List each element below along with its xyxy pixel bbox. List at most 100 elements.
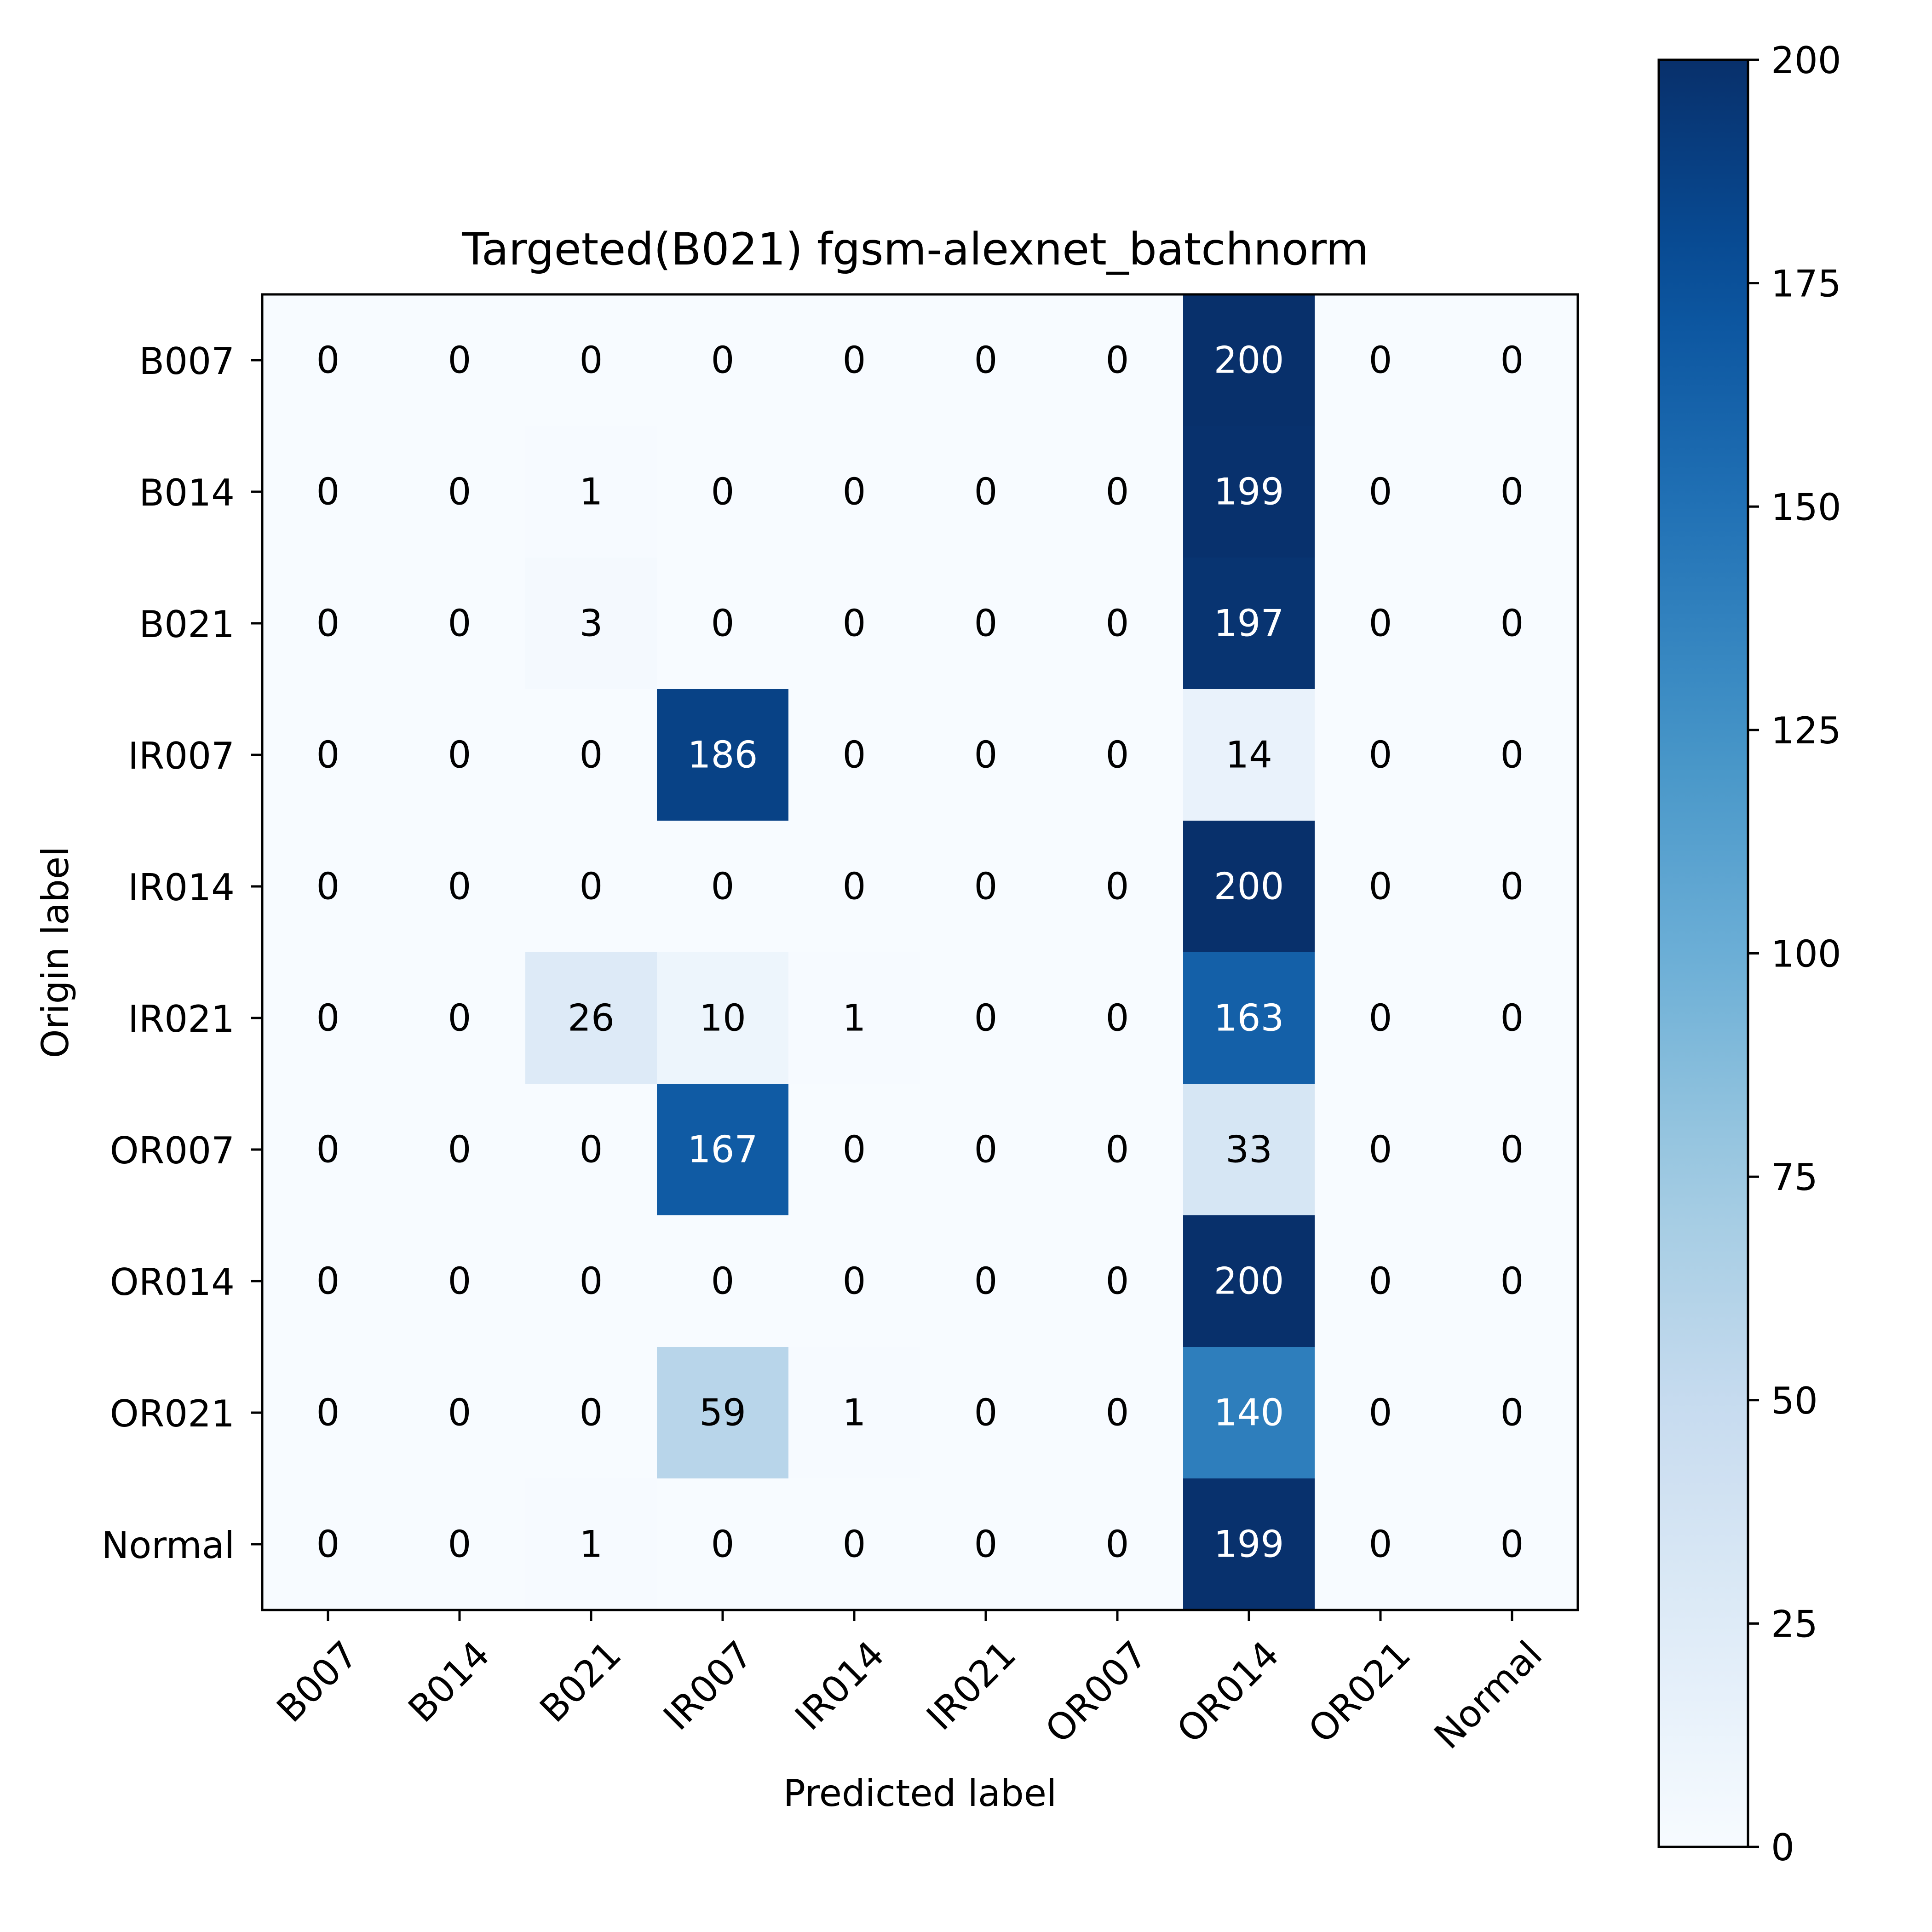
heatmap-cell-8-9 <box>1446 1347 1578 1479</box>
heatmap-cell-2-0 <box>262 558 394 690</box>
heatmap-cell-3-9 <box>1446 689 1578 821</box>
cell-value-5-2: 26 <box>568 997 615 1040</box>
cell-value-9-4: 0 <box>843 1523 866 1566</box>
cell-value-6-7: 33 <box>1225 1128 1272 1171</box>
heatmap-cell-3-5 <box>920 689 1052 821</box>
y-tick-label-ir014: IR014 <box>128 866 235 909</box>
cell-value-8-5: 0 <box>974 1392 998 1434</box>
heatmap-cell-3-2 <box>525 689 657 821</box>
heatmap-cell-2-1 <box>394 558 526 690</box>
heatmap-cell-8-1 <box>394 1347 526 1479</box>
cell-value-3-0: 0 <box>316 734 340 776</box>
cell-value-7-8: 0 <box>1369 1260 1392 1303</box>
x-tick-label-ir021: IR021 <box>919 1633 1024 1739</box>
cell-value-7-7: 200 <box>1214 1260 1284 1303</box>
cell-value-0-2: 0 <box>580 339 603 382</box>
heatmap-cell-2-3 <box>657 558 789 690</box>
cell-value-1-9: 0 <box>1501 471 1524 513</box>
colorbar-tick-label-50: 50 <box>1771 1380 1818 1422</box>
heatmap-cell-2-9 <box>1446 558 1578 690</box>
cell-value-6-9: 0 <box>1501 1128 1524 1171</box>
cell-value-2-8: 0 <box>1369 602 1392 645</box>
cell-value-1-7: 199 <box>1214 471 1284 513</box>
cell-value-8-3: 59 <box>699 1392 746 1434</box>
heatmap-cell-7-7 <box>1183 1215 1315 1347</box>
heatmap-cell-4-1 <box>394 821 526 953</box>
heatmap-cell-5-8 <box>1315 952 1447 1084</box>
cell-value-4-2: 0 <box>580 865 603 908</box>
heatmap-cell-7-1 <box>394 1215 526 1347</box>
heatmap-cell-9-7 <box>1183 1478 1315 1610</box>
cell-value-6-2: 0 <box>580 1128 603 1171</box>
cell-value-9-3: 0 <box>711 1523 735 1566</box>
heatmap-cell-0-5 <box>920 294 1052 426</box>
heatmap-cell-5-9 <box>1446 952 1578 1084</box>
heatmap-cell-6-0 <box>262 1084 394 1216</box>
heatmap-cell-9-8 <box>1315 1478 1447 1610</box>
heatmap-cell-5-2 <box>525 952 657 1084</box>
cell-value-9-7: 199 <box>1214 1523 1284 1566</box>
heatmap-cell-5-7 <box>1183 952 1315 1084</box>
x-tick-label-ir014: IR014 <box>787 1633 893 1739</box>
heatmap-cell-7-6 <box>1052 1215 1184 1347</box>
heatmap-cell-0-1 <box>394 294 526 426</box>
heatmap-cell-2-6 <box>1052 558 1184 690</box>
heatmap-cell-7-3 <box>657 1215 789 1347</box>
cell-value-2-9: 0 <box>1501 602 1524 645</box>
cell-value-1-2: 1 <box>580 471 603 513</box>
heatmap-cell-0-4 <box>788 294 920 426</box>
cell-value-2-4: 0 <box>843 602 866 645</box>
cell-value-2-7: 197 <box>1214 602 1284 645</box>
heatmap-cell-9-2 <box>525 1478 657 1610</box>
heatmap-cell-3-7 <box>1183 689 1315 821</box>
cell-value-5-4: 1 <box>843 997 866 1040</box>
cell-value-9-5: 0 <box>974 1523 998 1566</box>
heatmap-cell-6-1 <box>394 1084 526 1216</box>
heatmap-cell-1-4 <box>788 426 920 558</box>
y-axis-ticks: B007 B014 B021 IR007 IR014 IR021 OR007 OR014 OR0… <box>102 340 262 1567</box>
colorbar-tick-label-100: 100 <box>1771 933 1841 976</box>
heatmap-cell-0-7 <box>1183 294 1315 426</box>
cell-value-8-6: 0 <box>1106 1392 1129 1434</box>
cell-value-4-3: 0 <box>711 865 735 908</box>
heatmap-cell-9-5 <box>920 1478 1052 1610</box>
heatmap-cell-9-3 <box>657 1478 789 1610</box>
heatmap-cell-0-0 <box>262 294 394 426</box>
cell-value-8-8: 0 <box>1369 1392 1392 1434</box>
heatmap-cell-0-9 <box>1446 294 1578 426</box>
heatmap-cell-4-9 <box>1446 821 1578 953</box>
heatmap-cell-4-3 <box>657 821 789 953</box>
cell-value-9-1: 0 <box>448 1523 472 1566</box>
cell-value-7-6: 0 <box>1106 1260 1129 1303</box>
heatmap-cell-8-3 <box>657 1347 789 1479</box>
heatmap-cell-0-6 <box>1052 294 1184 426</box>
cell-value-7-5: 0 <box>974 1260 998 1303</box>
cell-value-0-6: 0 <box>1106 339 1129 382</box>
cell-value-8-7: 140 <box>1214 1392 1284 1434</box>
heatmap-cell-6-4 <box>788 1084 920 1216</box>
heatmap-cell-5-0 <box>262 952 394 1084</box>
heatmap-cell-1-0 <box>262 426 394 558</box>
cell-value-6-0: 0 <box>316 1128 340 1171</box>
heatmap-cell-0-8 <box>1315 294 1447 426</box>
heatmap-cell-5-3 <box>657 952 789 1084</box>
cell-value-4-9: 0 <box>1501 865 1524 908</box>
heatmap-cell-8-5 <box>920 1347 1052 1479</box>
heatmap-cell-7-8 <box>1315 1215 1447 1347</box>
cell-value-3-6: 0 <box>1106 734 1129 776</box>
cell-value-3-8: 0 <box>1369 734 1392 776</box>
cell-value-1-4: 0 <box>843 471 866 513</box>
cell-value-2-3: 0 <box>711 602 735 645</box>
cell-value-0-9: 0 <box>1501 339 1524 382</box>
heatmap-cell-8-4 <box>788 1347 920 1479</box>
heatmap-cell-2-4 <box>788 558 920 690</box>
cell-value-4-1: 0 <box>448 865 472 908</box>
cell-value-3-9: 0 <box>1501 734 1524 776</box>
x-tick-label-or007: OR007 <box>1037 1633 1156 1752</box>
y-tick-label-b007: B007 <box>139 340 235 383</box>
cell-value-9-9: 0 <box>1501 1523 1524 1566</box>
heatmap-cell-4-0 <box>262 821 394 953</box>
cell-value-2-1: 0 <box>448 602 472 645</box>
cell-value-8-1: 0 <box>448 1392 472 1434</box>
